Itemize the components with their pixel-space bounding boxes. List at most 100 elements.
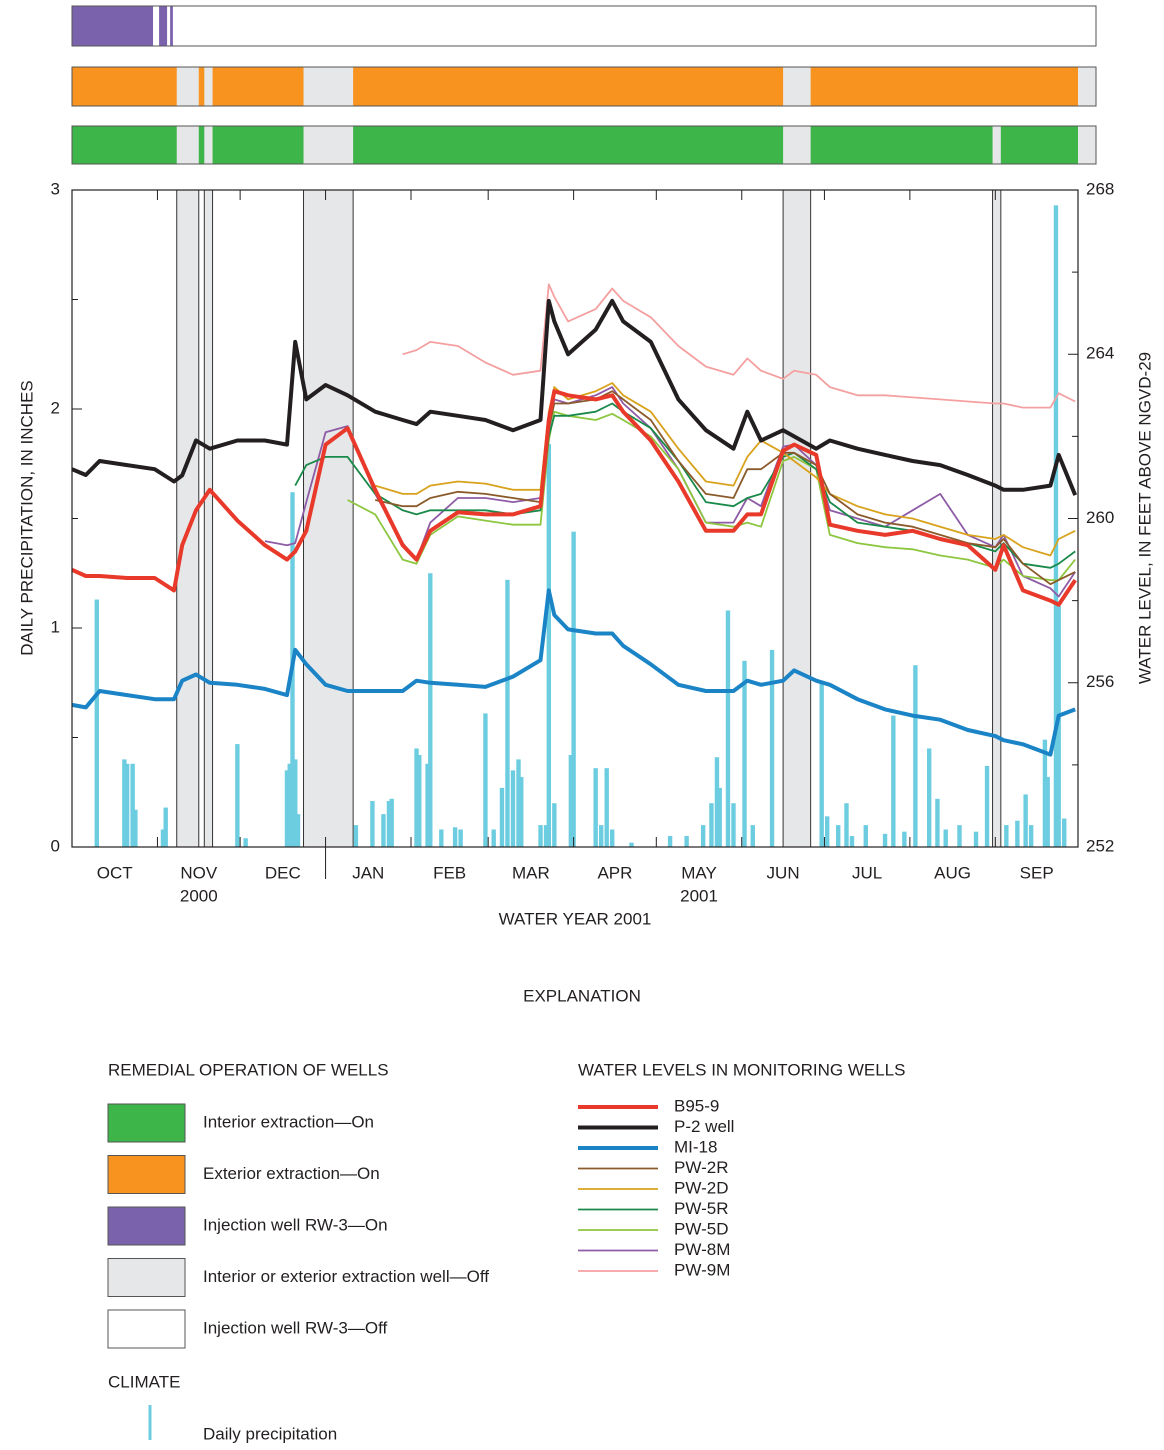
legend-label: PW-2D <box>674 1178 728 1197</box>
precipitation-bar <box>1028 825 1034 847</box>
off-period <box>176 189 200 848</box>
precipitation-bar <box>610 829 615 847</box>
precipitation-bar <box>386 801 392 847</box>
y2-tick-label: 268 <box>1086 179 1114 198</box>
legend-label: PW-5D <box>674 1219 728 1238</box>
y2-axis-label: WATER LEVEL, IN FEET ABOVE NGVD-29 <box>1135 352 1154 684</box>
precipitation-bar <box>1045 776 1050 847</box>
precipitation-bar <box>629 842 634 847</box>
precipitation-bar <box>163 807 168 847</box>
y-tick-label: 2 <box>51 398 60 417</box>
x-tick-label: AUG <box>934 863 971 882</box>
precipitation-bar <box>836 825 841 847</box>
precipitation-bar <box>160 829 166 847</box>
x-tick-label: MAR <box>512 863 550 882</box>
precipitation-bar <box>428 573 433 847</box>
precipitation-bar <box>725 610 731 847</box>
water-level-line <box>375 390 1076 586</box>
legend-swatch <box>107 1155 186 1194</box>
off-period <box>203 189 214 848</box>
precipitation-bar <box>935 798 940 847</box>
precipitation-bar <box>1015 820 1020 847</box>
operation-period <box>1000 126 1078 164</box>
precipitation-bar <box>1062 818 1067 847</box>
legend-label: PW-9M <box>674 1260 730 1279</box>
precipitation-bar <box>284 770 290 847</box>
precipitation-bar <box>731 803 736 847</box>
precipitation-bar <box>598 825 604 847</box>
off-period <box>782 189 812 848</box>
precipitation-bar <box>235 744 240 847</box>
legend-label: Injection well RW-3—On <box>203 1215 388 1234</box>
precipitation-bar <box>568 755 574 847</box>
precipitation-bar <box>519 776 524 847</box>
precipitation-bar <box>483 713 488 847</box>
legend-label: Injection well RW-3—Off <box>203 1318 388 1337</box>
precipitation-bar <box>439 829 444 847</box>
legend-label: PW-2R <box>674 1158 728 1177</box>
precipitation-bar <box>505 579 510 847</box>
precipitation-bar <box>863 825 868 847</box>
operation-bar-frame <box>71 5 1097 47</box>
operation-period <box>353 67 784 106</box>
operation-period <box>212 67 304 106</box>
legend-label: P-2 well <box>674 1117 734 1136</box>
x-tick-label: OCT <box>97 863 133 882</box>
legend-heading: CLIMATE <box>108 1372 180 1391</box>
precipitation-bar <box>516 759 521 847</box>
x-tick-label: SEP <box>1020 863 1054 882</box>
precipitation-bar <box>849 836 855 847</box>
precipitation-bar <box>717 787 722 847</box>
precipitation-bar <box>604 768 609 847</box>
explanation-title: EXPLANATION <box>523 986 641 1005</box>
y2-tick-label: 252 <box>1086 836 1114 855</box>
legend-label: Exterior extraction—On <box>203 1164 380 1183</box>
water-level-line <box>374 382 1076 557</box>
precipitation-bar <box>295 814 301 847</box>
precipitation-bar <box>417 755 422 847</box>
water-level-line <box>71 389 1077 607</box>
y2-tick-label: 264 <box>1086 344 1114 363</box>
legend-label: B95-9 <box>674 1096 719 1115</box>
precipitation-bar <box>1053 205 1059 847</box>
precipitation-bar <box>882 833 888 847</box>
operation-period <box>198 67 205 106</box>
y-tick-label: 3 <box>51 179 60 198</box>
precipitation-bar <box>130 763 135 847</box>
operation-period <box>810 126 993 164</box>
precipitation-bar <box>287 763 292 847</box>
water-level-line <box>71 298 1078 496</box>
precipitation-bar <box>819 682 824 847</box>
legend-swatch <box>107 1258 186 1297</box>
precipitation-bar <box>546 444 552 847</box>
precipitation-bar <box>769 649 775 847</box>
precipitation-bar <box>122 759 127 847</box>
precipitation-bar <box>425 763 430 847</box>
x-tick-label: APR <box>597 863 632 882</box>
operation-bar-frame <box>71 66 1097 107</box>
legend-label: Interior extraction—On <box>203 1112 374 1131</box>
precipitation-bar <box>293 759 298 847</box>
operation-period <box>170 6 173 46</box>
water-level-line <box>264 386 1076 598</box>
water-level-line <box>347 410 1076 581</box>
operation-period <box>198 126 205 164</box>
precipitation-bar <box>1023 794 1028 847</box>
x-tick-label: JUL <box>852 863 882 882</box>
operation-period <box>212 126 304 164</box>
precipitation-bar <box>538 825 543 847</box>
operation-period <box>72 126 177 164</box>
legend-label: MI-18 <box>674 1137 717 1156</box>
precipitation-bar <box>414 748 419 847</box>
precipitation-bar <box>543 825 549 847</box>
precipitation-bar <box>389 798 394 847</box>
x-sublabel: 2001 <box>680 886 718 905</box>
precipitation-bar <box>943 829 948 847</box>
x-tick-label: NOV <box>180 863 218 882</box>
precipitation-bar <box>1042 739 1048 847</box>
water-level-line <box>402 283 1076 409</box>
x-tick-label: DEC <box>265 863 301 882</box>
operation-period <box>72 67 177 106</box>
precipitation-bar <box>957 825 962 847</box>
